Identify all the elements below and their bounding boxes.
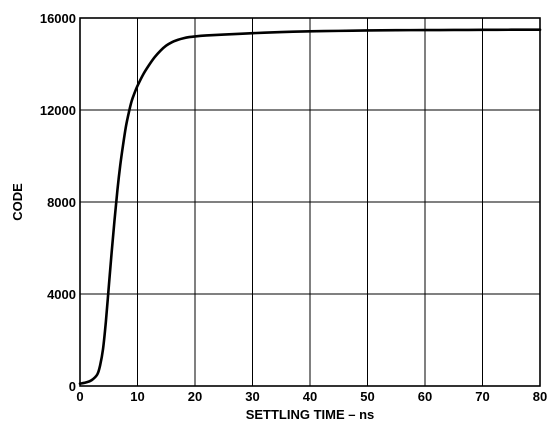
y-tick-label: 16000: [40, 11, 76, 26]
x-tick-label: 50: [360, 389, 374, 404]
x-tick-label: 40: [303, 389, 317, 404]
y-tick-label: 12000: [40, 103, 76, 118]
y-tick-label: 0: [69, 379, 76, 394]
x-axis-tick-labels: 0 10 20 30 40 50 60 70 80: [76, 389, 547, 404]
x-tick-label: 70: [475, 389, 489, 404]
plot-frame: [79, 17, 541, 387]
x-tick-label: 0: [76, 389, 83, 404]
y-axis-title: CODE: [10, 183, 25, 221]
y-tick-label: 4000: [47, 287, 76, 302]
y-axis-tick-labels: 0 4000 8000 12000 16000: [40, 11, 76, 394]
x-tick-label: 30: [245, 389, 259, 404]
horizontal-grid-lines: [80, 109, 540, 295]
x-axis-title: SETTLING TIME – ns: [246, 407, 375, 422]
code-settling-curve: [78, 28, 542, 385]
y-tick-label: 8000: [47, 195, 76, 210]
x-tick-label: 20: [188, 389, 202, 404]
x-tick-label: 10: [130, 389, 144, 404]
x-tick-label: 80: [533, 389, 547, 404]
x-tick-label: 60: [418, 389, 432, 404]
